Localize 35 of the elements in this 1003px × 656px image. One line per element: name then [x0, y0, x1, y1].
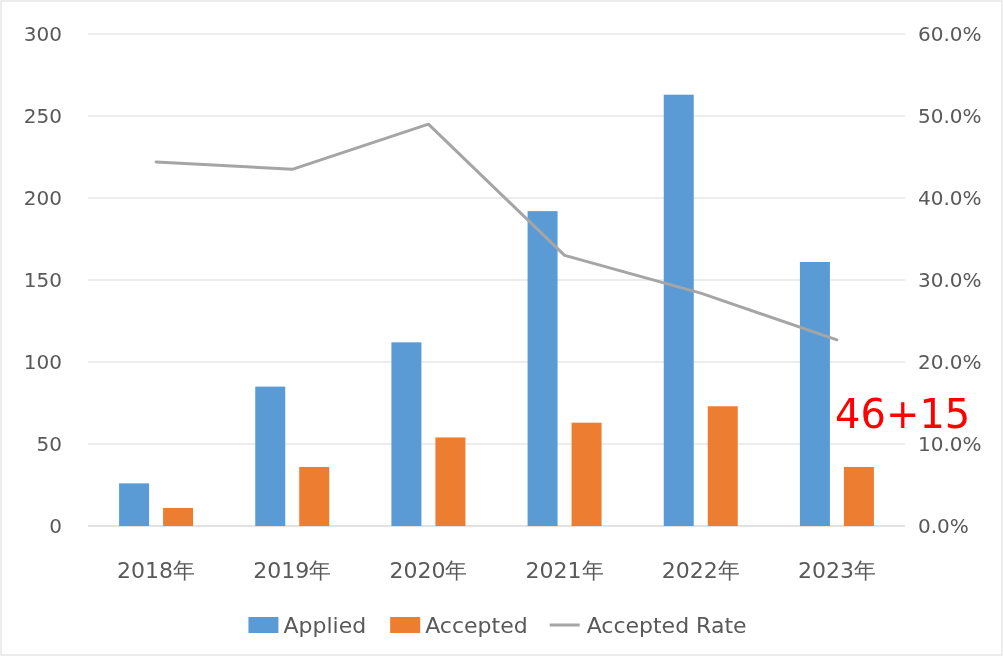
x-tick-label: 2018年: [117, 558, 196, 583]
legend-label: Accepted Rate: [586, 613, 747, 638]
y2-tick-label: 20.0%: [918, 350, 982, 374]
y-tick-label: 50: [36, 432, 62, 456]
y2-tick-label: 30.0%: [918, 268, 982, 292]
bar: [707, 406, 738, 526]
y-tick-label: 250: [23, 104, 62, 128]
x-tick-label: 2022年: [661, 558, 740, 583]
bar: [799, 261, 830, 526]
bar: [843, 466, 874, 526]
legend-label: Accepted: [425, 613, 528, 638]
y2-tick-label: 50.0%: [918, 104, 982, 128]
y2-tick-label: 40.0%: [918, 186, 982, 210]
y2-tick-label: 60.0%: [918, 22, 982, 46]
x-tick-label: 2021年: [525, 558, 604, 583]
y-tick-label: 300: [23, 22, 62, 46]
bar: [119, 483, 150, 526]
legend-label: Applied: [283, 613, 367, 638]
y-tick-label: 150: [23, 268, 62, 292]
x-tick-label: 2019年: [253, 558, 332, 583]
y-tick-label: 0: [49, 514, 62, 538]
x-tick-label: 2020年: [389, 558, 468, 583]
bar: [663, 94, 694, 526]
bar: [163, 507, 194, 526]
bar: [391, 342, 422, 526]
bar: [571, 422, 602, 526]
y-tick-label: 100: [23, 350, 62, 374]
x-tick-label: 2023年: [797, 558, 876, 583]
y2-tick-label: 0.0%: [918, 514, 969, 538]
bar: [255, 386, 286, 526]
bar: [435, 437, 466, 526]
bar: [299, 466, 330, 526]
bar: [527, 211, 558, 526]
y-tick-label: 200: [23, 186, 62, 210]
line-series: [154, 122, 839, 342]
